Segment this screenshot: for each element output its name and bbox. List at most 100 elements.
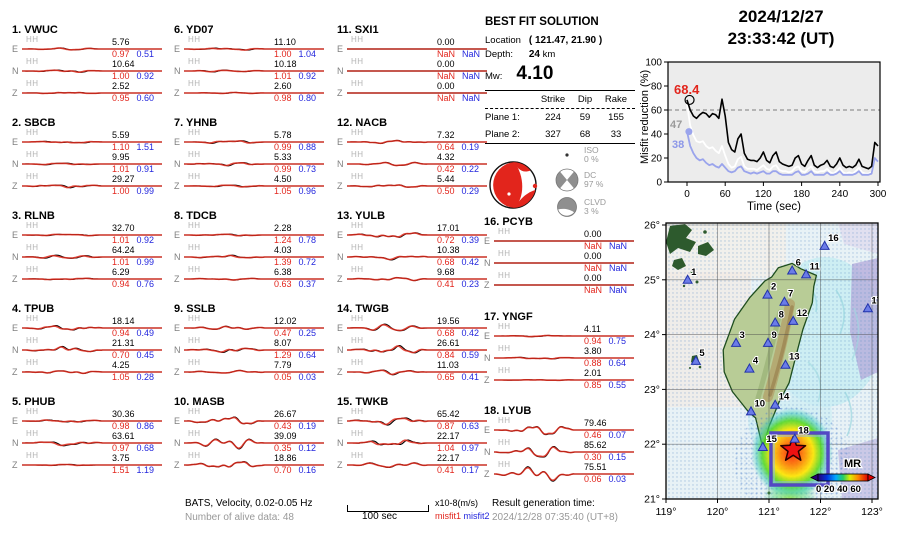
misfit1-value: 1.10 [112, 142, 130, 152]
mr-colorbar-ticks: 0 20 40 60 [816, 484, 861, 495]
station-header: 17. YNGF [484, 311, 533, 323]
best-fit-solution-panel: BEST FIT SOLUTION Location ( 121.47, 21.… [485, 16, 639, 221]
misfit2-value: 0.45 [136, 350, 155, 360]
misfit1-value: NaN [437, 93, 456, 103]
dc-row: DC 97 % [555, 167, 606, 193]
channel-label: N [12, 345, 19, 355]
amplitude-value: 5.78 [274, 130, 292, 140]
map-lon-label: 122° [810, 506, 832, 518]
channel-label: Z [12, 181, 18, 191]
misfit2-value: 0.55 [608, 380, 627, 390]
misfit2-value: 1.51 [136, 142, 155, 152]
amplitude-value: 63.61 [112, 431, 135, 441]
band-code-label: HH [188, 221, 201, 230]
misfit1-value: 0.64 [437, 142, 455, 152]
amplitude-value: 6.29 [112, 267, 130, 277]
channel-row: Z HH 0.00 NaN NaN [337, 79, 495, 104]
band-code-label: HH [188, 265, 201, 274]
band-code-label: HH [188, 407, 201, 416]
station-block: 8. TDCB E HH 2.28 1.24 0.78 N HH 4.03 1.39 0.72 Z HH… [174, 210, 332, 296]
station-marker [690, 355, 702, 365]
band-code-label: HH [351, 336, 364, 345]
amplitude-value: 39.09 [274, 431, 297, 441]
band-code-label: HH [351, 243, 364, 252]
amplitude-value: 4.03 [274, 245, 292, 255]
station-marker-label: 12 [797, 308, 808, 319]
channel-label: E [12, 44, 19, 54]
misfit2-value: 0.78 [298, 235, 317, 245]
channel-label: E [337, 416, 344, 426]
channel-values: 3.80 0.88 0.64 [584, 346, 642, 368]
waveform-column-1: 1. VWUC E HH 5.76 0.97 0.51 N HH 10.64 1.00 0.92 Z H… [12, 0, 172, 541]
map-lon-label: 121° [758, 506, 780, 518]
band-code-label: HH [188, 336, 201, 345]
misfit1-value: 1.29 [274, 350, 292, 360]
channel-values: 2.28 1.24 0.78 [274, 223, 332, 245]
amplitude-value: 10.38 [437, 245, 460, 255]
channel-row: Z HH 75.51 0.06 0.03 [484, 460, 642, 485]
misfit2-value: 0.42 [461, 257, 480, 267]
amplitude-value: 0.00 [437, 59, 455, 69]
misfit2-legend: misfit2 [463, 511, 490, 521]
station-marker-label: 14 [779, 392, 790, 403]
channel-row: Z HH 2.01 0.85 0.55 [484, 366, 642, 391]
station-header: 6. YD07 [174, 24, 214, 36]
misfit2-value: 0.37 [298, 279, 317, 289]
misfit1-value: 1.04 [437, 443, 455, 453]
misfit1-value: 0.97 [112, 49, 130, 59]
misfit2-value: 0.88 [298, 142, 317, 152]
misfit1-value: 0.70 [274, 465, 292, 475]
band-code-label: HH [351, 407, 364, 416]
svg-text:80: 80 [651, 82, 663, 93]
misfit1-value: NaN [584, 285, 603, 295]
misfit2-value: 0.97 [461, 443, 480, 453]
misfit1-value: 0.30 [584, 452, 602, 462]
station-marker [862, 302, 874, 313]
station-block: 11. SXI1 E HH 0.00 NaN NaN N HH 0.00 NaN NaN Z HH 0.0… [337, 24, 495, 110]
misfit1-value: 0.99 [274, 164, 292, 174]
amplitude-value: 11.03 [437, 360, 459, 370]
amplitude-value: 26.67 [274, 409, 297, 419]
misfit1-value: 0.94 [584, 336, 602, 346]
station-header: 12. NACB [337, 117, 388, 129]
channel-values: 4.50 1.05 0.96 [274, 174, 332, 196]
station-header: 18. LYUB [484, 405, 532, 417]
station-block: 1. VWUC E HH 5.76 0.97 0.51 N HH 10.64 1.00 0.92 Z H… [12, 24, 170, 110]
channel-label: E [12, 137, 19, 147]
amplitude-value: 0.00 [437, 37, 455, 47]
band-code-label: HH [26, 172, 39, 181]
band-code-label: HH [188, 172, 201, 181]
clvd-row: CLVD 3 % [555, 196, 606, 218]
misfit1-value: 1.01 [112, 235, 130, 245]
map-lon-label: 123° [861, 506, 883, 518]
mr-colorbar [817, 473, 869, 482]
channel-row: Z HH 11.03 0.65 0.41 [337, 358, 495, 383]
amplitude-value: 19.56 [437, 316, 460, 326]
amplitude-value: 18.86 [274, 453, 297, 463]
station-block: 10. MASB E HH 26.67 0.43 0.19 N HH 39.09 0.35 0.12… [174, 396, 332, 482]
map-lat-label: 21° [644, 494, 660, 506]
svg-text:20: 20 [651, 154, 663, 165]
channel-label: N [174, 159, 181, 169]
station-marker [757, 441, 769, 451]
misfit2-value: 0.92 [298, 71, 317, 81]
channel-label: Z [12, 460, 18, 470]
channel-values: 0.00 NaN NaN [437, 59, 495, 81]
amplitude-value: 5.59 [112, 130, 130, 140]
svg-text:100: 100 [645, 58, 662, 69]
band-code-label: HH [26, 79, 39, 88]
channel-row: Z HH 6.29 0.94 0.76 [12, 265, 170, 290]
misfit1-value: 0.87 [437, 421, 455, 431]
misfit1-value: 1.24 [274, 235, 292, 245]
channel-values: 5.78 0.99 0.88 [274, 130, 332, 152]
chart-y-axis-label: Misfit reduction (%) [639, 70, 651, 164]
misfit2-value: NaN [462, 93, 481, 103]
channel-label: N [337, 66, 344, 76]
station-header: 9. SSLB [174, 303, 216, 315]
start-marker-blue [685, 128, 693, 136]
annotation-blue-mr: 38 [672, 139, 684, 151]
band-code-label: HH [498, 438, 511, 447]
channel-label: Z [484, 469, 490, 479]
station-marker-label: 9 [771, 330, 776, 341]
channel-row: Z HH 22.17 0.41 0.17 [337, 451, 495, 476]
